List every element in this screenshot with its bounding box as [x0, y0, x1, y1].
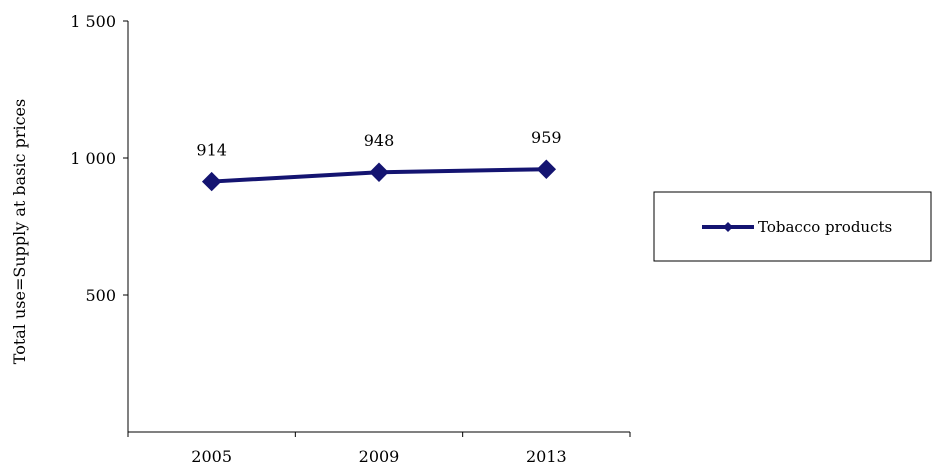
y-axis-title: Total use=Supply at basic prices — [10, 99, 29, 364]
x-tick-label: 2009 — [359, 447, 400, 465]
legend-diamond-marker — [723, 222, 733, 232]
y-tick-label: 1 000 — [70, 149, 116, 168]
data-point-marker — [201, 171, 222, 192]
y-tick-label: 1 500 — [70, 12, 116, 31]
x-tick-label: 2005 — [191, 447, 232, 465]
y-tick-label: 500 — [85, 286, 116, 305]
data-point-marker — [536, 159, 557, 179]
data-labels: 914 948 959 — [196, 128, 561, 159]
tick-labels: 500 1 000 1 500 2005 2009 2013 — [70, 12, 567, 466]
data-label: 948 — [364, 131, 395, 150]
x-tick-label: 2013 — [526, 447, 567, 465]
data-point-marker — [369, 162, 389, 182]
axes — [123, 20, 631, 437]
series-group — [201, 159, 557, 192]
legend: Tobacco products — [653, 191, 932, 262]
data-label: 959 — [531, 128, 562, 147]
data-label: 914 — [196, 141, 227, 160]
legend-box — [653, 191, 932, 262]
legend-label: Tobacco products — [758, 218, 892, 236]
